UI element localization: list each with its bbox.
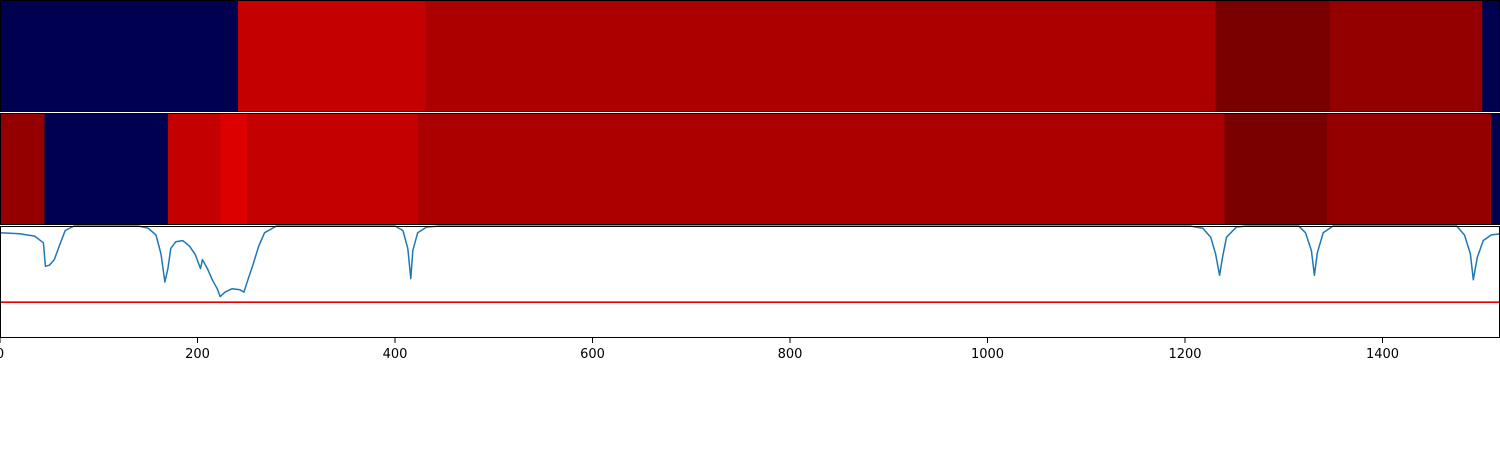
heatmap-segment	[237, 0, 427, 112]
heatmap-segment	[417, 113, 1225, 225]
heatmap-segment	[220, 113, 248, 225]
x-tick-label: 0	[0, 347, 4, 362]
x-tick-label: 1400	[1366, 347, 1399, 362]
signal-line	[0, 225, 1500, 298]
heatmap-segment	[0, 0, 239, 112]
heatmap-segment	[1330, 0, 1483, 112]
x-tick-label: 400	[383, 347, 408, 362]
heatmap-segment	[1482, 0, 1500, 112]
heatmap-segment	[1215, 0, 1331, 112]
x-tick-label: 800	[778, 347, 803, 362]
heatmap-tracks	[0, 0, 1500, 225]
x-tick-label: 200	[185, 347, 210, 362]
heatmap-segment	[1491, 113, 1500, 225]
heatmap-segment	[1327, 113, 1492, 225]
heatmap-segment	[167, 113, 221, 225]
heatmap-segment	[425, 0, 1217, 112]
x-tick-label: 1200	[1168, 347, 1201, 362]
heatmap-segment	[0, 113, 45, 225]
heatmap-segment	[1224, 113, 1328, 225]
heatmap-segment	[246, 113, 419, 225]
signal-background	[0, 226, 1500, 338]
x-tick-label: 1000	[971, 347, 1004, 362]
x-tick-label: 600	[580, 347, 605, 362]
x-axis: 0 200 400 600 800 1000 1200 1400	[0, 338, 1399, 362]
signal-panel	[0, 225, 1500, 338]
heatmap-segment	[44, 113, 169, 225]
